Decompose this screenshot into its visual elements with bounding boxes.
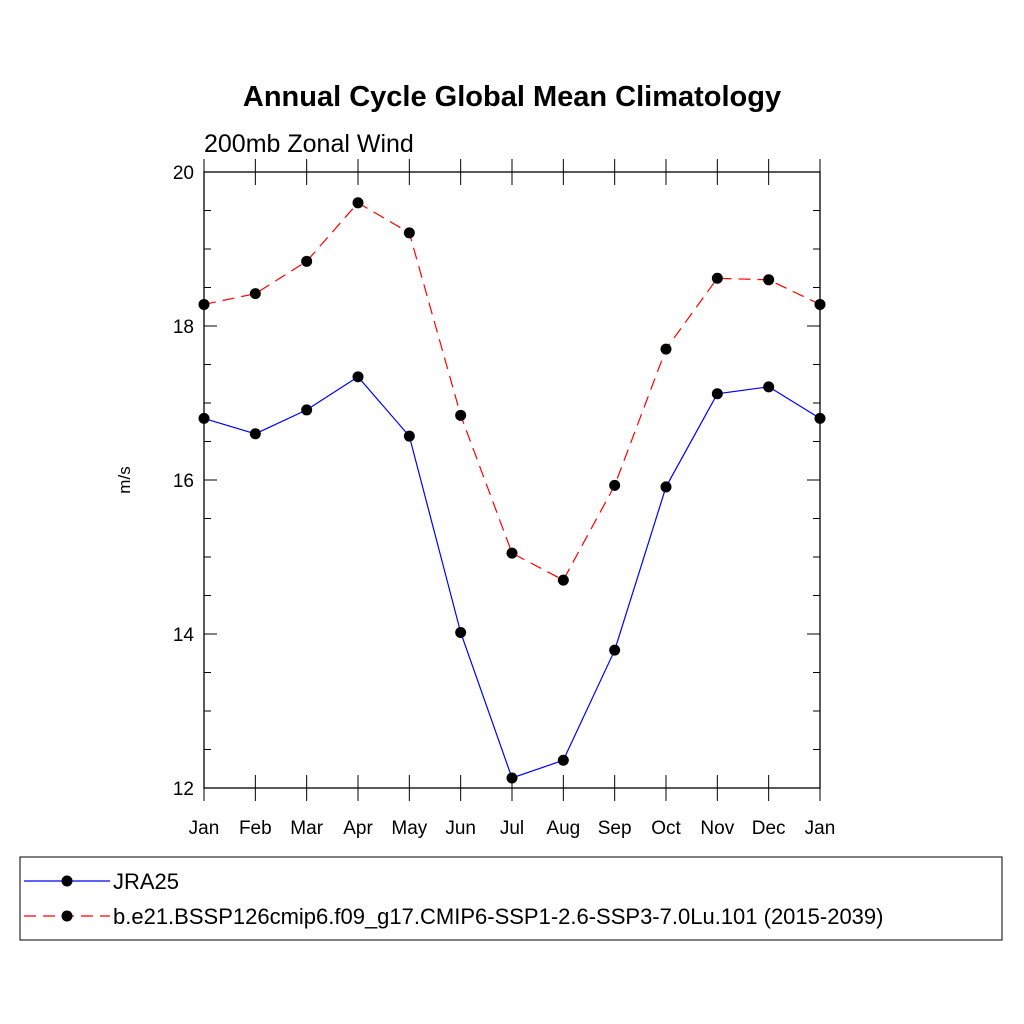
legend-label-0: JRA25: [113, 869, 179, 894]
series-line-1: [203, 202, 821, 581]
chart-title: Annual Cycle Global Mean Climatology: [243, 81, 781, 113]
series-0-point: [711, 388, 723, 400]
legend-marker-0: [61, 875, 73, 887]
x-tick-label: May: [391, 818, 427, 839]
x-tick-label: Aug: [546, 818, 580, 839]
x-tick-label: Jan: [805, 818, 836, 839]
series-0-point: [198, 412, 210, 424]
series-0-point: [352, 371, 364, 383]
series-1-point: [814, 298, 826, 310]
series-1-point: [249, 288, 261, 300]
y-tick-label: 12: [173, 779, 194, 800]
x-tick-label: Feb: [239, 818, 272, 839]
plot-frame: [203, 171, 821, 789]
series-0-point: [814, 412, 826, 424]
series-1-point: [557, 574, 569, 586]
legend: JRA25 b.e21.BSSP126cmip6.f09_g17.CMIP6-SS…: [24, 869, 883, 929]
series-0-point: [301, 404, 313, 416]
series-0-point: [403, 430, 415, 442]
legend-box: [19, 856, 1003, 941]
series-1-point: [660, 343, 672, 355]
series-1-point: [711, 272, 723, 284]
series-0-point: [557, 754, 569, 766]
legend-label-1: b.e21.BSSP126cmip6.f09_g17.CMIP6-SSP1-2.…: [113, 904, 883, 929]
series-0-point: [506, 772, 518, 784]
axis-ticks: 12 14 16 18 20 Jan Feb Mar Apr May Jun Jul Aug Sep Oct…: [173, 159, 835, 839]
series-1-point: [198, 298, 210, 310]
series-1-point: [763, 274, 775, 286]
series-line-0: [203, 376, 821, 779]
x-tick-label: Apr: [343, 818, 373, 839]
y-tick-label: 16: [173, 471, 194, 492]
x-tick-label: Sep: [598, 818, 632, 839]
y-axis-label: m/s: [115, 466, 134, 493]
series-0-point: [249, 428, 261, 440]
series-0-point: [660, 481, 672, 493]
series-0-point: [763, 381, 775, 393]
chart-subtitle: 200mb Zonal Wind: [204, 130, 414, 158]
y-tick-label: 18: [173, 317, 194, 338]
x-tick-label: Nov: [700, 818, 734, 839]
series-1-point: [403, 227, 415, 239]
x-tick-label: Jun: [445, 818, 476, 839]
y-tick-label: 20: [173, 163, 194, 184]
x-tick-label: Dec: [752, 818, 786, 839]
x-tick-label: Oct: [651, 818, 681, 839]
series-0-point: [455, 626, 467, 638]
series-1-point: [455, 409, 467, 421]
series-layer: [198, 197, 826, 784]
series-1-point: [506, 547, 518, 559]
legend-marker-1: [61, 910, 73, 922]
series-1-point: [609, 479, 621, 491]
x-tick-label: Jul: [500, 818, 524, 839]
x-tick-label: Mar: [290, 818, 323, 839]
series-1-point: [352, 197, 364, 209]
series-1-point: [301, 255, 313, 267]
x-tick-label: Jan: [189, 818, 220, 839]
y-tick-label: 14: [173, 625, 195, 646]
series-0-point: [609, 644, 621, 656]
